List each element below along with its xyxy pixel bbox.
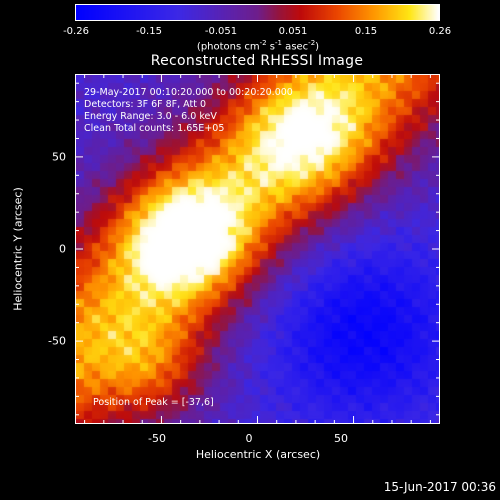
peak-position-label: Position of Peak = [-37,6] [93, 397, 214, 408]
y-tick-label: 0 [59, 242, 66, 256]
x-axis-label: Heliocentric X (arcsec) [195, 448, 321, 461]
info-energy-range: Energy Range: 3.0 - 6.0 keV [84, 111, 217, 122]
y-tick-label: -50 [48, 334, 66, 348]
image-plot: 29-May-2017 00:10:20.000 to 00:20:20.000… [75, 74, 440, 424]
x-tick-label: 50 [334, 432, 348, 445]
x-tick-label: -50 [148, 432, 166, 445]
colorbar-tick-label: 0.26 [428, 26, 452, 37]
colorbar-tick-label: 0.051 [278, 26, 308, 37]
info-clean-counts: Clean Total counts: 1.65E+05 [84, 123, 225, 134]
info-time-range: 29-May-2017 00:10:20.000 to 00:20:20.000 [84, 87, 293, 98]
x-tick-label: 0 [245, 432, 253, 445]
y-axis-label: Heliocentric Y (arcsec) [11, 187, 25, 311]
colorbar-tick-label: -0.15 [136, 26, 162, 37]
timestamp: 15-Jun-2017 00:36 [383, 480, 496, 494]
colorbar-tick-label: 0.15 [354, 26, 378, 37]
chart-title: Reconstructed RHESSI Image [150, 53, 364, 69]
colorbar-tick-label: -0.26 [63, 26, 89, 37]
colorbar-units: (photons cm-2 s-1 asec-2) [196, 39, 320, 53]
heatmap-image [76, 75, 439, 423]
colorbar-gradient [76, 5, 439, 20]
colorbar-tick-label: -0.051 [204, 26, 238, 37]
colorbar [75, 4, 440, 21]
y-tick-label: 50 [52, 150, 66, 164]
info-detectors: Detectors: 3F 6F 8F, Att 0 [84, 99, 207, 110]
